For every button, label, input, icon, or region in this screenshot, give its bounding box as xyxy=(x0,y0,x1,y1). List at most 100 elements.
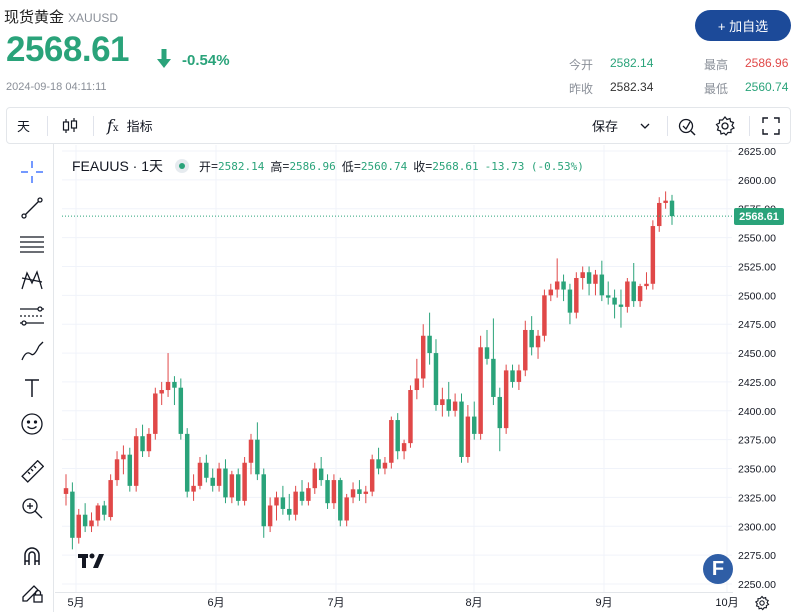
x-tick-label: 8月 xyxy=(465,597,482,609)
crosshair-icon[interactable] xyxy=(18,158,46,186)
candle-body xyxy=(261,474,266,527)
timestamp: 2024-09-18 04:11:11 xyxy=(6,81,107,93)
x-tick-label: 5月 xyxy=(67,597,84,609)
candle-body xyxy=(510,370,515,382)
candle-body xyxy=(159,390,164,394)
candle-body xyxy=(586,272,592,284)
save-label: 保存 xyxy=(592,119,619,134)
visibility-toggle-icon[interactable] xyxy=(175,159,190,173)
last-price-tag: 2568.61 xyxy=(734,208,784,226)
candlestick-icon[interactable] xyxy=(61,108,79,143)
candle-body xyxy=(114,459,120,481)
candle-body xyxy=(574,278,579,313)
drawing-tools-panel xyxy=(6,144,54,612)
candle-body xyxy=(325,480,330,504)
tradingview-logo[interactable] xyxy=(76,548,106,574)
high-label: 最高 xyxy=(704,58,729,72)
candle-body xyxy=(408,390,413,444)
candle-body xyxy=(484,347,490,359)
candle-body xyxy=(369,459,375,492)
legend-low-label: 低 xyxy=(341,159,354,174)
zoom-icon[interactable] xyxy=(18,494,46,522)
candle-body xyxy=(204,462,209,478)
legend-change: -13.73 (-0.53%) xyxy=(484,159,584,173)
candle-body xyxy=(516,370,522,382)
horizontal-lines-icon[interactable] xyxy=(18,230,46,258)
candle-body xyxy=(535,335,541,348)
candle-body xyxy=(503,370,509,429)
brand-badge-icon: F xyxy=(703,554,733,584)
axis-settings-icon[interactable] xyxy=(754,595,772,612)
legend-open-label: 开 xyxy=(199,159,212,174)
candle-body xyxy=(76,514,81,538)
candle-body xyxy=(440,399,445,406)
low-value: 2560.74 xyxy=(745,80,789,94)
legend-close-label: 收 xyxy=(413,159,426,174)
candle-body xyxy=(223,468,228,498)
candle-body xyxy=(446,399,451,411)
emoji-icon[interactable] xyxy=(18,410,46,438)
candle-body xyxy=(331,480,337,504)
toolbar-divider xyxy=(93,116,94,136)
add-watchlist-button[interactable]: + 加自选 xyxy=(695,10,791,41)
candle-body xyxy=(631,281,636,302)
x-tick-label: 7月 xyxy=(327,597,344,609)
fib-icon[interactable] xyxy=(18,302,46,330)
candle-body xyxy=(548,289,554,296)
arrow-down-icon xyxy=(157,49,171,68)
prev-close-value: 2582.34 xyxy=(610,80,654,94)
candle-body xyxy=(529,329,534,348)
gear-icon[interactable] xyxy=(714,108,736,143)
candle-body xyxy=(82,514,88,527)
candle-body xyxy=(491,358,496,397)
replay-icon[interactable] xyxy=(677,108,697,143)
candle-body xyxy=(395,420,400,452)
indicators-button[interactable]: fx 指标 xyxy=(107,108,153,143)
y-tick-label: 2625.00 xyxy=(738,146,776,158)
pattern-icon[interactable] xyxy=(18,266,46,294)
magnet-icon[interactable] xyxy=(18,542,46,570)
candle-body xyxy=(293,491,298,515)
text-icon[interactable] xyxy=(18,374,46,402)
x-tick-label: 9月 xyxy=(595,597,612,609)
change-percent: -0.54% xyxy=(182,52,230,69)
candle-body xyxy=(401,443,407,452)
candle-body xyxy=(318,468,324,481)
open-value: 2582.14 xyxy=(610,56,654,70)
candle-body xyxy=(102,505,107,515)
candle-body xyxy=(452,401,458,411)
chevron-down-icon xyxy=(640,123,650,129)
save-button[interactable]: 保存 xyxy=(592,108,650,143)
instrument-symbol: XAUUSD xyxy=(68,11,119,25)
candle-body xyxy=(433,353,439,406)
candle-body xyxy=(280,497,286,509)
brush-icon[interactable] xyxy=(18,338,46,366)
candle-body xyxy=(287,508,292,515)
fullscreen-icon[interactable] xyxy=(762,108,780,143)
instrument-name: 现货黄金 xyxy=(4,9,65,26)
candle-body xyxy=(663,200,668,203)
interval-button[interactable]: 天 xyxy=(17,119,31,134)
candle-body xyxy=(472,416,477,434)
ruler-icon[interactable] xyxy=(18,458,46,486)
candle-body xyxy=(382,462,388,469)
chart-toolbar: 天 fx 指标 保存 xyxy=(6,107,791,144)
candle-body xyxy=(420,335,426,379)
candle-body xyxy=(459,401,464,457)
candle-body xyxy=(95,505,101,521)
legend-low: 2560.74 xyxy=(360,159,408,173)
trend-line-icon[interactable] xyxy=(18,194,46,222)
prev-close-label: 昨收 xyxy=(569,82,594,96)
candle-body xyxy=(350,489,356,498)
candle-body xyxy=(153,393,158,434)
y-tick-label: 2250.00 xyxy=(738,579,776,591)
toolbar-divider xyxy=(749,116,750,136)
candle-body xyxy=(618,304,624,307)
toolbar-divider xyxy=(47,116,48,136)
lock-pencil-icon[interactable] xyxy=(18,578,46,606)
candle-body xyxy=(605,295,611,298)
y-tick-label: 2425.00 xyxy=(738,377,776,389)
candle-body xyxy=(414,378,420,391)
y-tick-label: 2525.00 xyxy=(738,261,776,273)
